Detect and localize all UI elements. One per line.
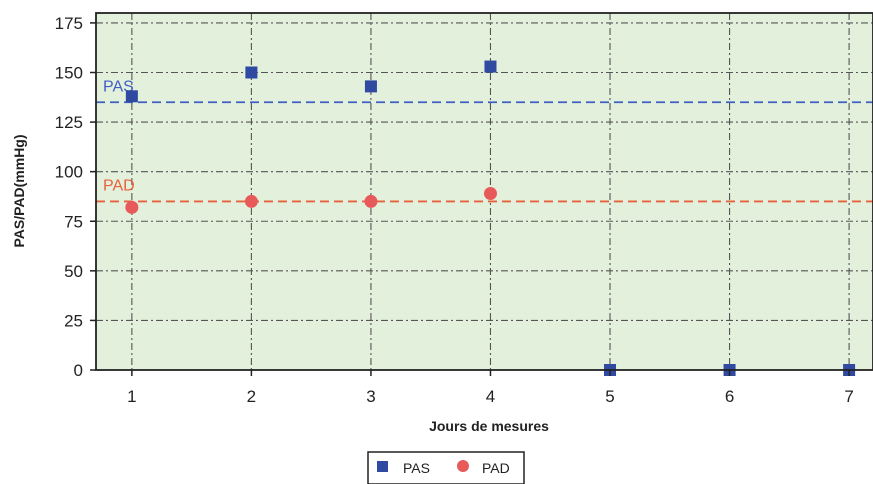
pas-point xyxy=(125,90,138,103)
x-tick-label: 2 xyxy=(247,387,256,406)
plot-border xyxy=(95,12,873,371)
legend-marker-pas xyxy=(377,461,388,472)
pas-point xyxy=(364,80,377,93)
pas-point xyxy=(245,66,258,79)
legend-label-pad: PAD xyxy=(482,460,510,476)
legend-label-pas: PAS xyxy=(403,460,430,476)
y-tick-label: 175 xyxy=(55,14,83,33)
y-tick-label: 75 xyxy=(64,212,83,231)
y-tick-label: 125 xyxy=(55,113,83,132)
y-tick-label: 100 xyxy=(55,163,83,182)
x-tick-label: 3 xyxy=(366,387,375,406)
legend-box xyxy=(367,451,525,484)
pad-point xyxy=(364,194,378,208)
x-tick-label: 5 xyxy=(605,387,614,406)
pad-point xyxy=(483,186,497,200)
reference-label-pad: PAD xyxy=(103,177,135,194)
axis-ticks: 1 2 3 4 5 6 7 0 25 50 75 100 125 150 175 xyxy=(55,14,854,406)
x-tick-label: 1 xyxy=(127,387,136,406)
x-tick-label: 7 xyxy=(844,387,853,406)
x-tick-label: 4 xyxy=(486,387,495,406)
y-axis-title: PAS/PAD(mmHg) xyxy=(11,134,27,247)
legend: PAS PAD xyxy=(367,451,525,484)
x-axis-title: Jours de mesures xyxy=(429,418,549,434)
y-tick-label: 0 xyxy=(74,361,83,380)
y-tick-label: 50 xyxy=(64,262,83,281)
legend-marker-pad xyxy=(457,460,469,472)
y-tick-label: 25 xyxy=(64,311,83,330)
pas-point xyxy=(484,60,497,73)
pad-point xyxy=(125,200,139,214)
data-points xyxy=(125,60,856,376)
x-tick-label: 6 xyxy=(725,387,734,406)
y-tick-label: 150 xyxy=(55,64,83,83)
pad-point xyxy=(244,194,258,208)
